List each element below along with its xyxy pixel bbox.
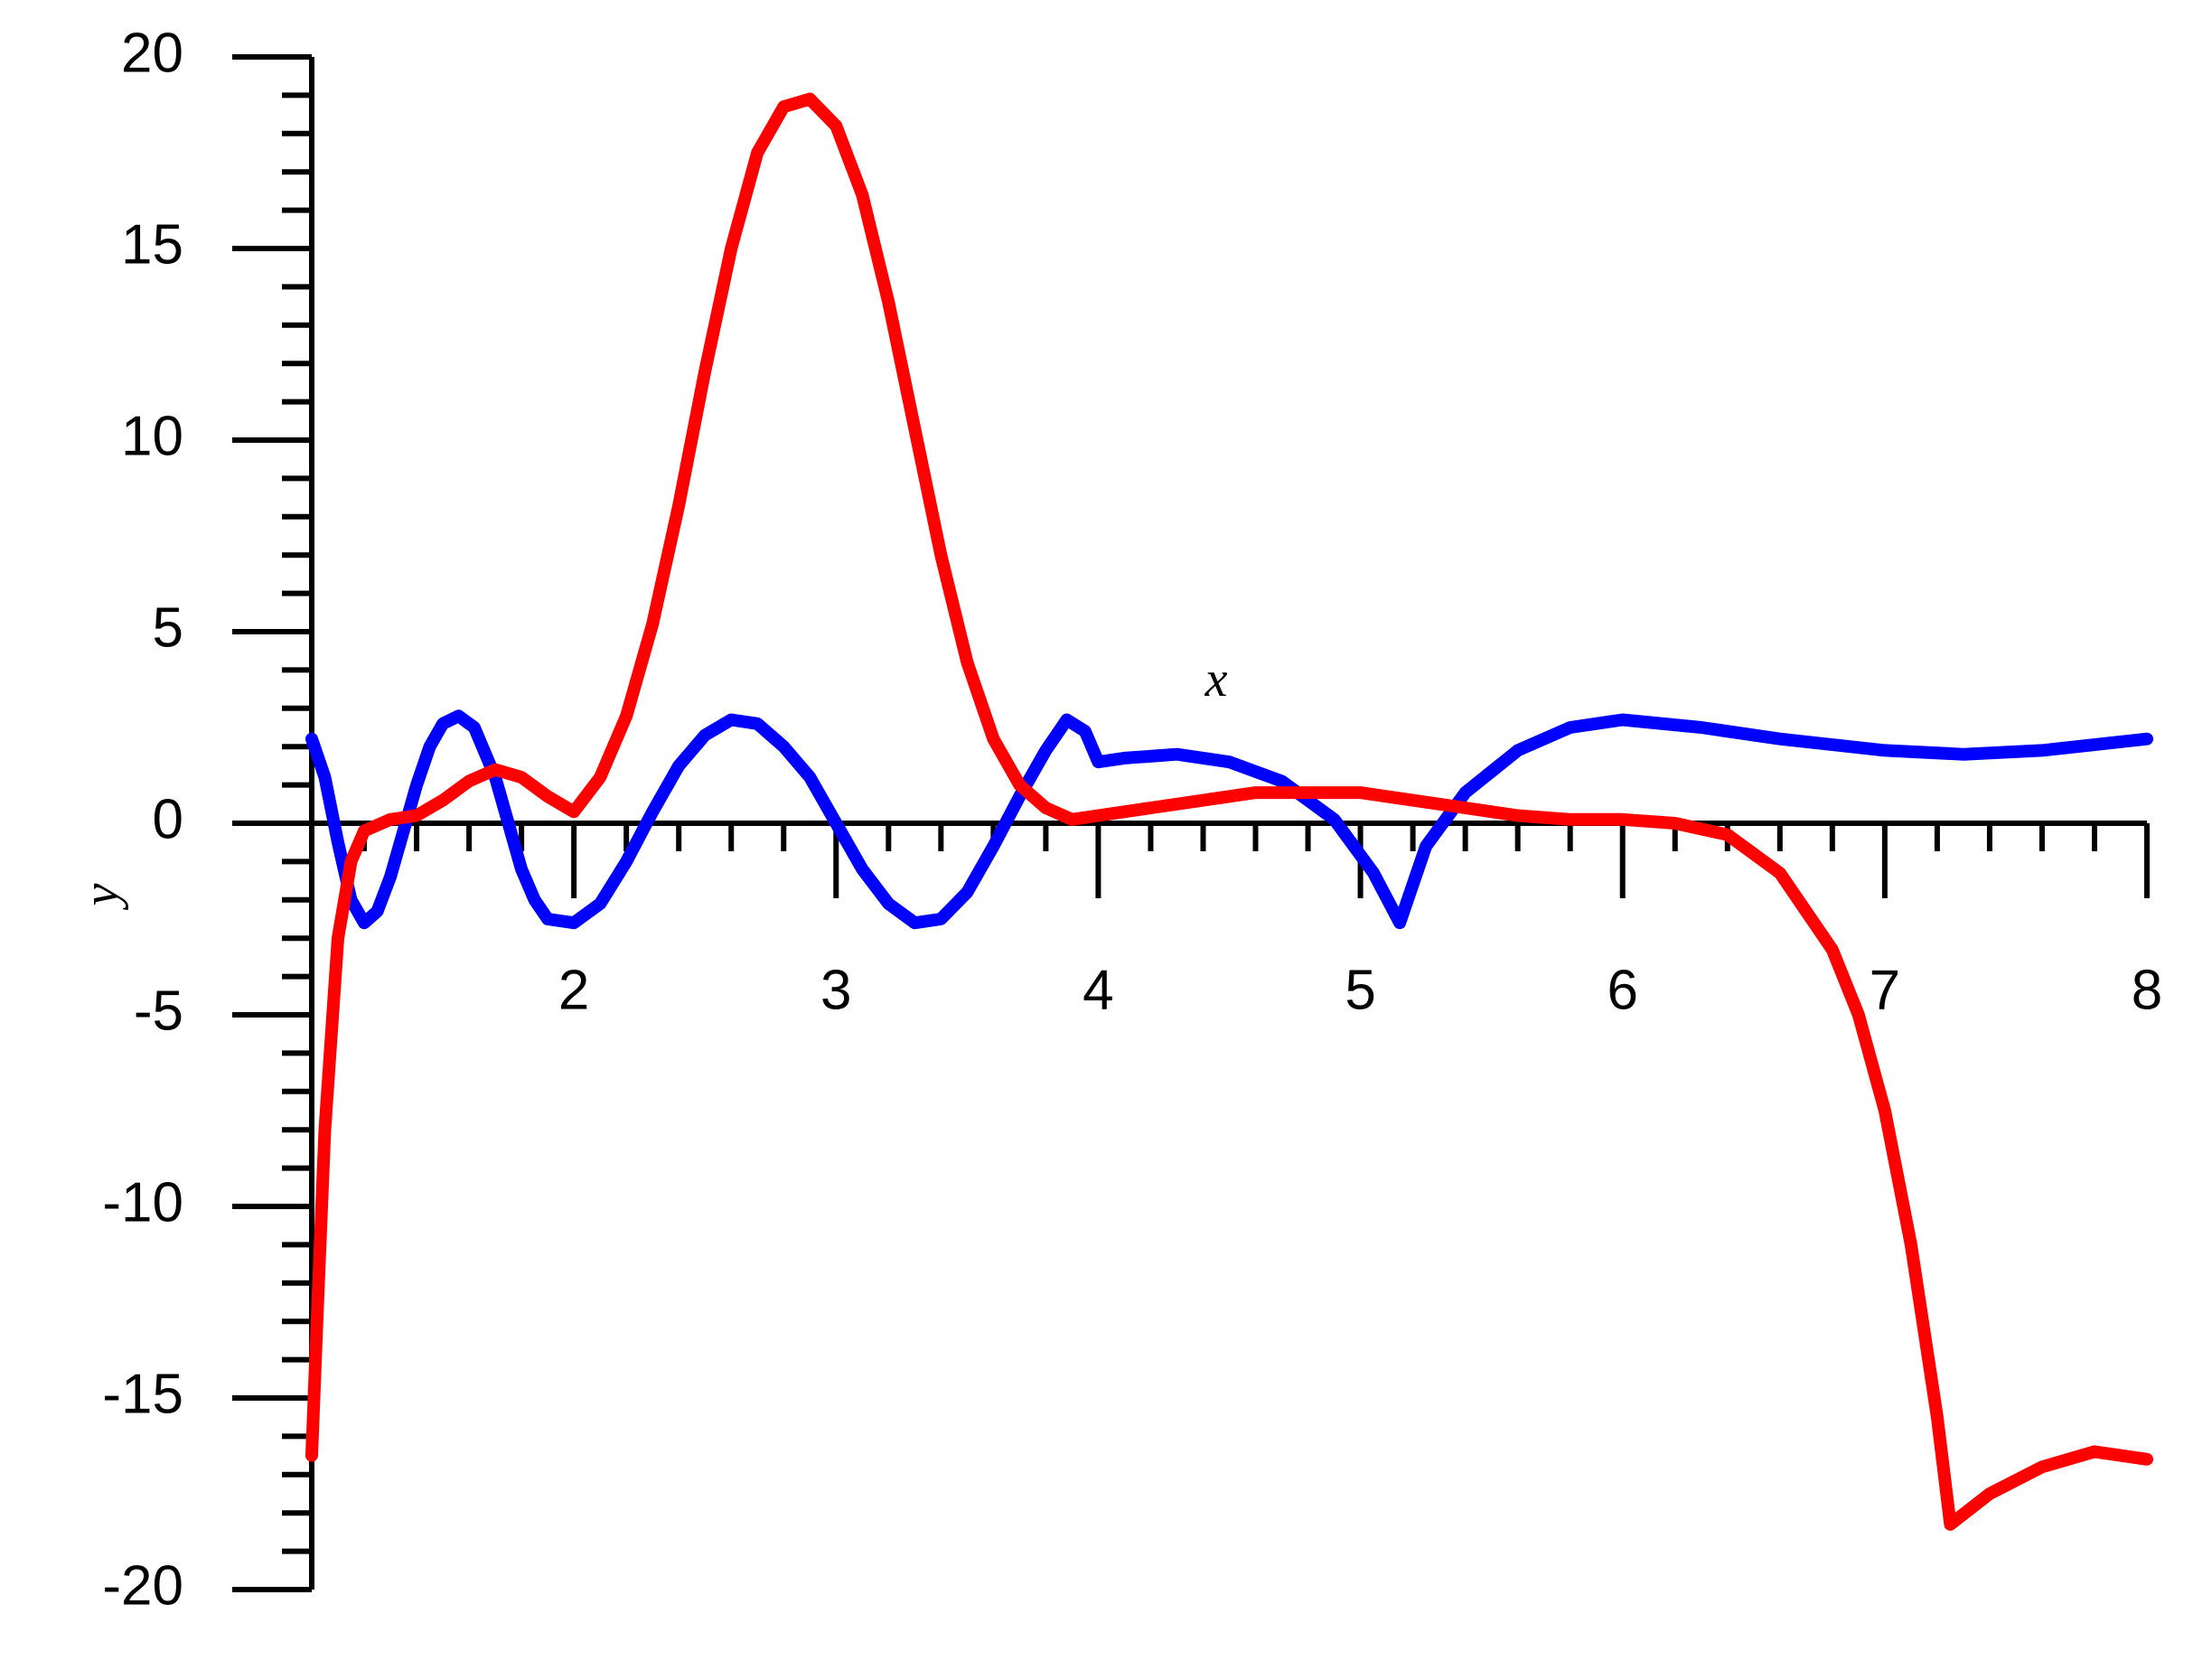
x-tick-label: 2 xyxy=(558,959,589,1021)
x-tick-label: 6 xyxy=(1607,959,1637,1021)
series-line xyxy=(305,92,2153,1531)
x-tick-label: 7 xyxy=(1870,959,1900,1021)
x-tick-label: 8 xyxy=(2132,959,2162,1021)
y-tick-label: -10 xyxy=(102,1171,183,1234)
y-tick-label: 10 xyxy=(121,405,183,467)
x-axis-title: x xyxy=(1204,652,1228,708)
y-tick-label: 5 xyxy=(153,596,183,659)
y-tick-label: -15 xyxy=(102,1363,183,1425)
x-tick-label: 4 xyxy=(1083,959,1113,1021)
x-tick-label: 5 xyxy=(1345,959,1375,1021)
y-tick-label: -5 xyxy=(134,980,183,1042)
y-tick-label: 15 xyxy=(121,213,183,276)
y-tick-label: 0 xyxy=(153,788,183,850)
x-tick-label: 3 xyxy=(820,959,851,1021)
y-tick-label: -20 xyxy=(102,1554,183,1617)
series-line xyxy=(305,709,2153,930)
y-axis-title: y xyxy=(73,883,129,910)
y-tick-label: 20 xyxy=(121,22,183,84)
